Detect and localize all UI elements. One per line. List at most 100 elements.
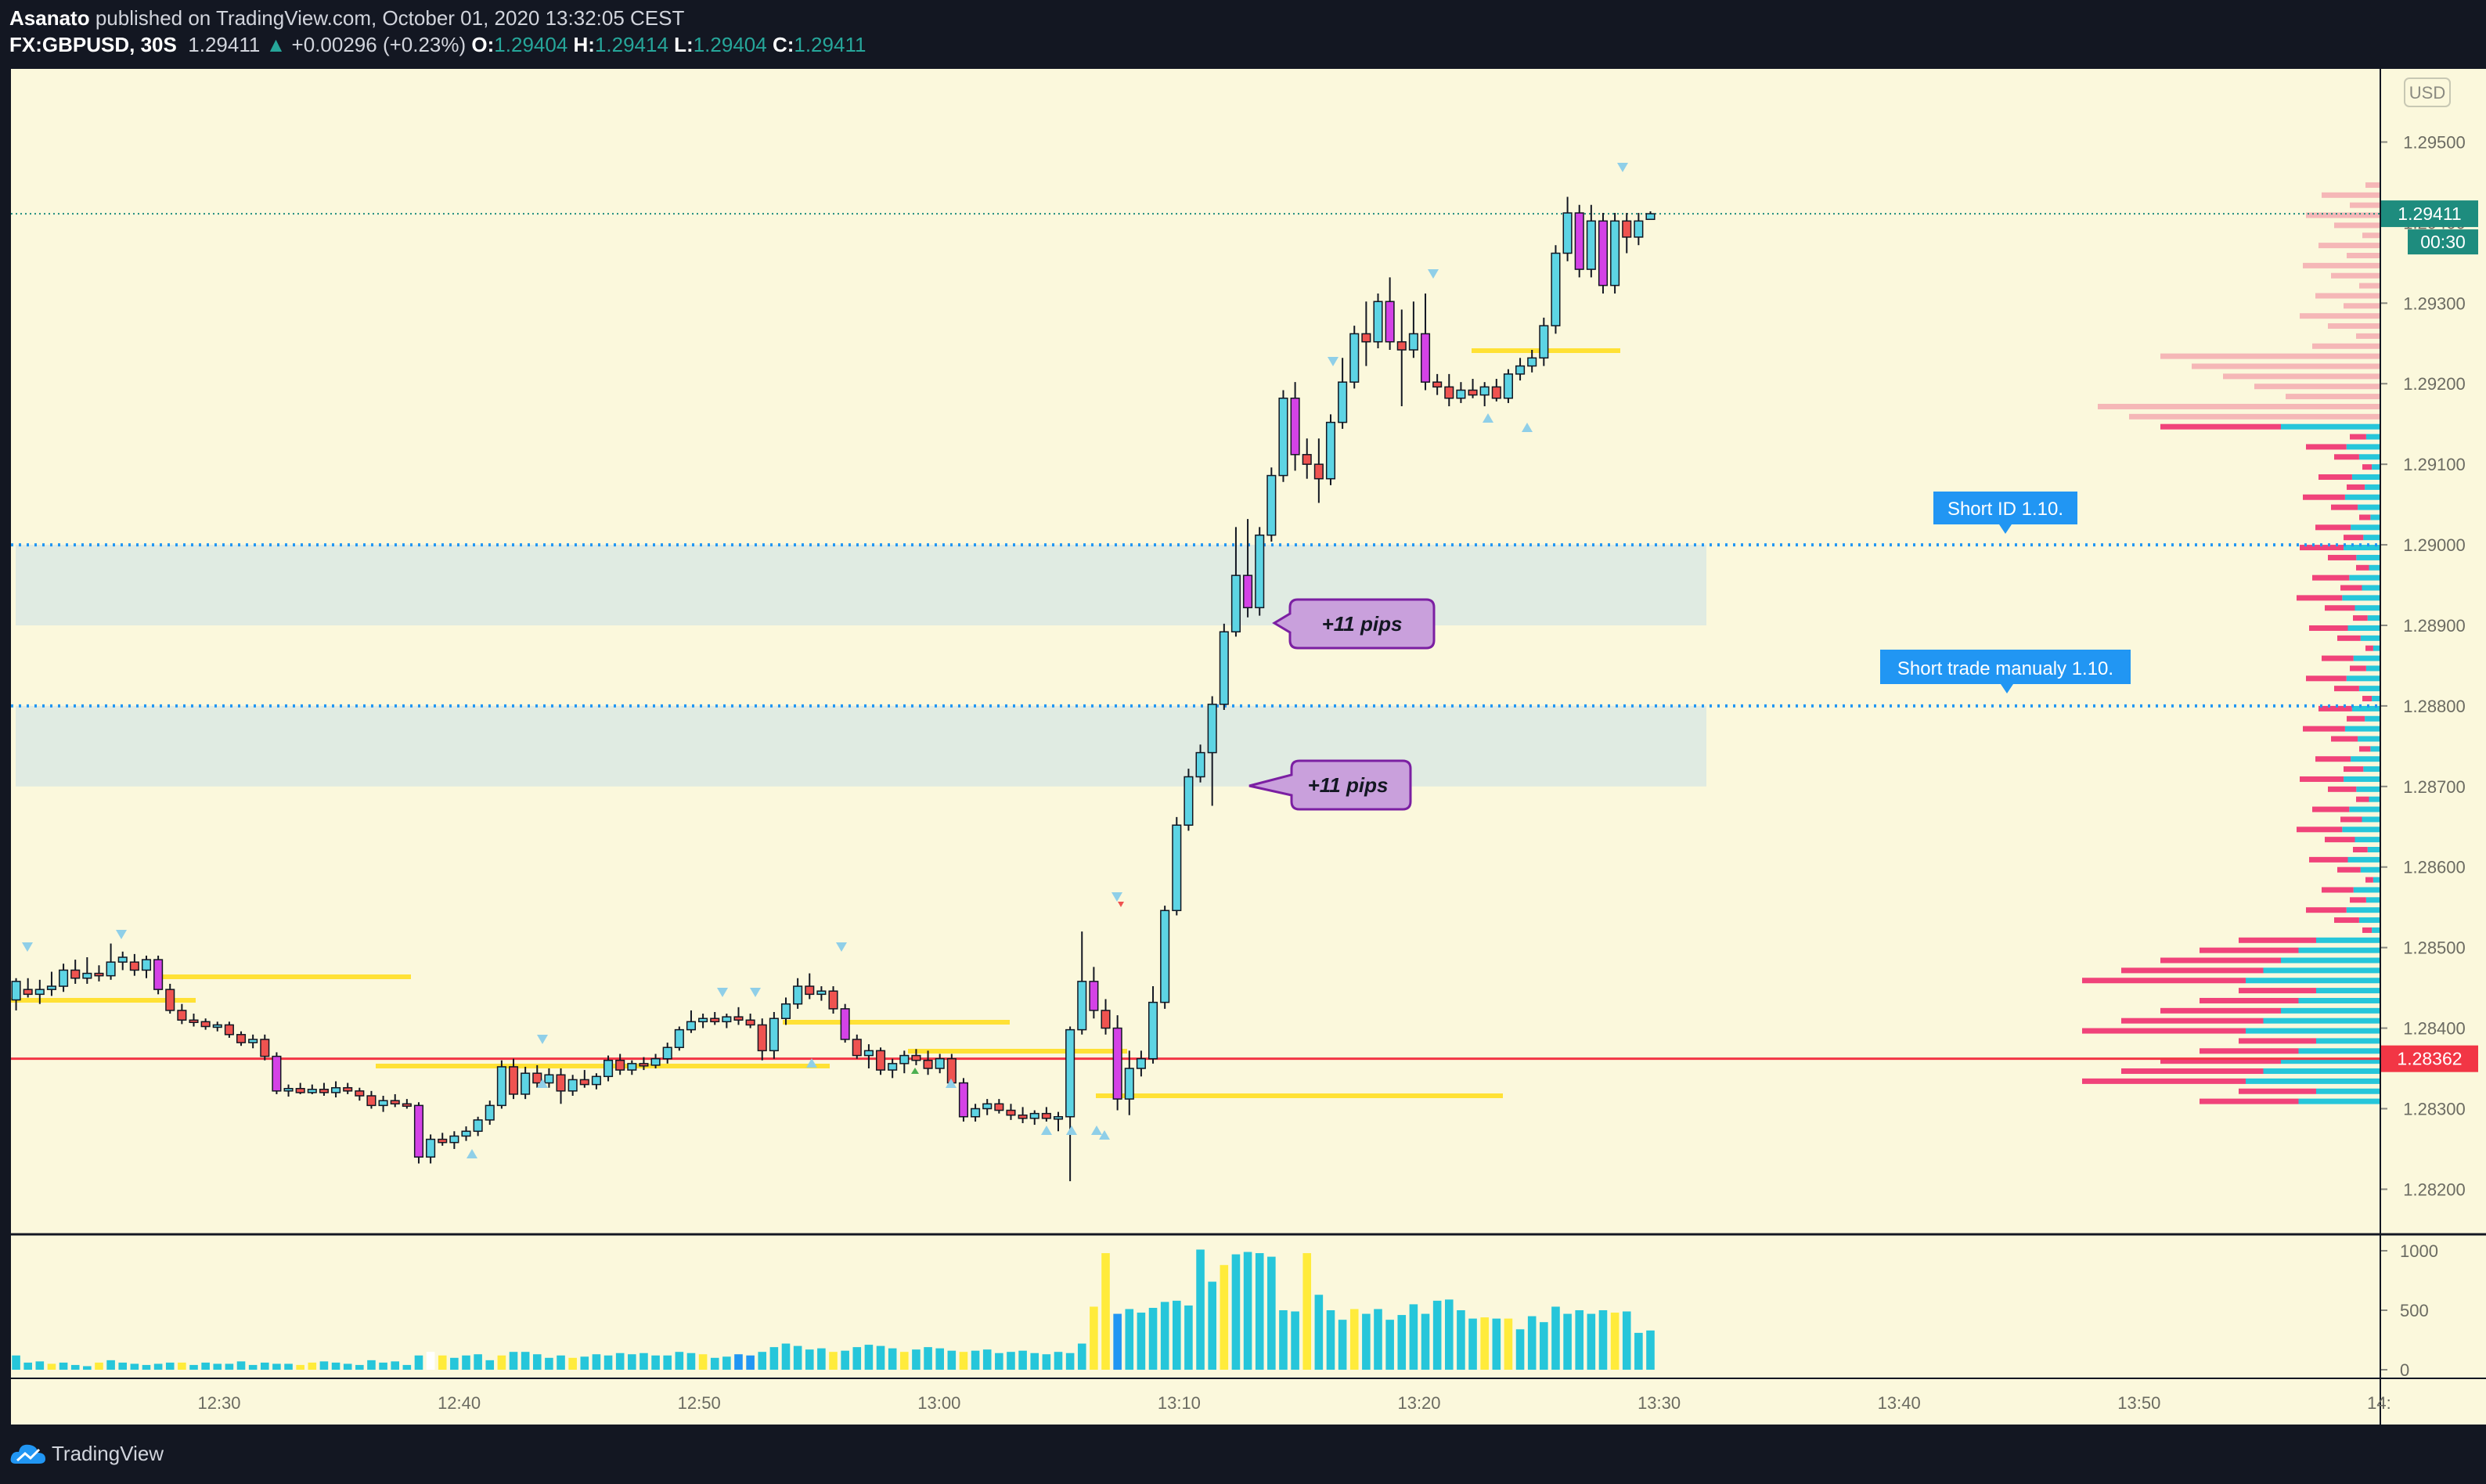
volume-profile-row-down — [2306, 907, 2347, 913]
volume-bar — [1432, 1300, 1442, 1370]
callout-pips-lower[interactable]: +11 pips — [1248, 759, 1412, 811]
red-line-price-tag[interactable]: 1.28362 — [2381, 1045, 2478, 1072]
callout-short-id[interactable]: Short ID 1.10. — [1933, 492, 2077, 534]
volume-profile-row-down — [2121, 1018, 2264, 1024]
volume-bar — [355, 1364, 364, 1370]
pips-bubble[interactable] — [1272, 598, 1436, 650]
volume-bar — [686, 1353, 696, 1370]
volume-bar — [1125, 1309, 1134, 1370]
candle-body — [650, 1057, 661, 1066]
symbol-legend: FX:GBPUSD, 30S 1.29411 ▲ +0.00296 (+0.23… — [9, 33, 866, 57]
candle-body — [793, 985, 803, 1005]
volume-bar — [462, 1355, 470, 1370]
red-line-tag-bg[interactable] — [2381, 1045, 2478, 1072]
volume-bar — [734, 1354, 743, 1370]
volume-profile-row-down — [2121, 967, 2264, 974]
symbol-name[interactable]: FX:GBPUSD, 30S — [9, 33, 177, 56]
candle-body — [1503, 373, 1513, 399]
tradingview-cloud-icon[interactable] — [9, 1440, 47, 1468]
tradingview-brand[interactable]: TradingView — [52, 1442, 164, 1465]
volume-bar — [710, 1357, 719, 1370]
volume-bar — [178, 1362, 186, 1370]
volume-profile-row-up — [2358, 504, 2380, 510]
volume-bar — [615, 1353, 625, 1370]
volume-bar — [35, 1361, 45, 1370]
volume-profile-row-up — [2372, 464, 2380, 470]
candle-body — [686, 1021, 697, 1031]
volume-profile-row-up — [2351, 474, 2380, 481]
supply-zone-lower[interactable] — [16, 705, 1706, 787]
volume-bar — [1173, 1300, 1181, 1370]
volume-profile-row — [2359, 283, 2380, 289]
candle-body — [283, 1088, 294, 1092]
volume-tick-label: 500 — [2400, 1301, 2429, 1320]
candle-body — [1065, 1028, 1075, 1118]
candle-body — [1408, 333, 1418, 351]
volume-bar — [852, 1347, 862, 1370]
volume-profile-row — [2318, 243, 2380, 249]
volume-bar — [236, 1361, 246, 1370]
volume-profile-row-up — [2358, 736, 2380, 742]
volume-bar — [1457, 1310, 1465, 1370]
volume-pane-bg[interactable] — [11, 1235, 2380, 1378]
candle-body — [1160, 909, 1170, 1003]
volume-bar — [628, 1354, 636, 1370]
volume-bar — [1515, 1329, 1525, 1370]
volume-profile-row-down — [2082, 1028, 2246, 1034]
candle-body — [1243, 575, 1253, 609]
volume-bars — [12, 1249, 1655, 1370]
candle-body — [532, 1072, 542, 1084]
volume-bar — [1220, 1265, 1229, 1370]
time-axis-bg[interactable] — [11, 1379, 2380, 1425]
current-price-tag[interactable]: 1.29411 00:30 — [2381, 200, 2478, 255]
price-axis-bg[interactable] — [2381, 69, 2486, 1425]
callout-pips-upper[interactable]: +11 pips — [1272, 598, 1436, 650]
currency-badge[interactable]: USD — [2404, 77, 2451, 107]
volume-bar — [296, 1364, 304, 1370]
candle-body — [1219, 631, 1229, 705]
candle-body — [521, 1072, 531, 1095]
volume-profile-row-down — [2082, 1078, 2246, 1084]
volume-profile-row-down — [2356, 796, 2369, 802]
volume-profile-row-down — [2322, 887, 2354, 893]
candle-body — [141, 959, 152, 971]
candle-body — [106, 961, 116, 977]
sell-signal-icon — [22, 942, 33, 952]
volume-bar — [201, 1362, 210, 1370]
supply-zone-upper[interactable] — [16, 545, 1706, 625]
candle-body — [248, 1039, 258, 1043]
candle-body — [1562, 212, 1573, 254]
volume-profile-row-up — [2263, 1068, 2380, 1075]
candle-body — [449, 1135, 459, 1144]
volume-bar — [521, 1352, 530, 1370]
candle-body — [852, 1039, 862, 1057]
low-label: L: — [674, 33, 694, 56]
high-value: 1.29414 — [594, 33, 668, 56]
callout-box[interactable] — [1933, 492, 2077, 534]
price-tick-label: 1.28600 — [2403, 858, 2466, 877]
candle-body — [876, 1050, 886, 1071]
volume-profile-row-up — [2349, 575, 2380, 581]
volume-profile-row-down — [2340, 816, 2362, 823]
author-name[interactable]: Asanato — [9, 6, 90, 30]
candle-body — [189, 1019, 199, 1024]
volume-profile-row-down — [2312, 575, 2350, 581]
volume-bar — [284, 1363, 293, 1370]
volume-profile-row-down — [2347, 484, 2365, 490]
volume-bar — [272, 1363, 281, 1370]
callout-box[interactable] — [1880, 650, 2131, 693]
volume-profile-row-up — [2360, 866, 2380, 873]
pips-bubble[interactable] — [1248, 759, 1412, 811]
volume-bar — [59, 1362, 68, 1370]
volume-profile-row-down — [2334, 917, 2359, 924]
currency-badge-frame[interactable] — [2404, 77, 2451, 107]
callout-short-manual[interactable]: Short trade manualy 1.10. — [1880, 650, 2131, 693]
candle-body — [733, 1016, 744, 1021]
volume-bar — [1243, 1252, 1252, 1370]
volume-profile-row-down — [2315, 756, 2351, 762]
candle-body — [1089, 981, 1099, 1011]
volume-bar — [1540, 1322, 1548, 1370]
current-price-tag-bg[interactable] — [2381, 200, 2478, 228]
volume-bar — [935, 1348, 944, 1370]
